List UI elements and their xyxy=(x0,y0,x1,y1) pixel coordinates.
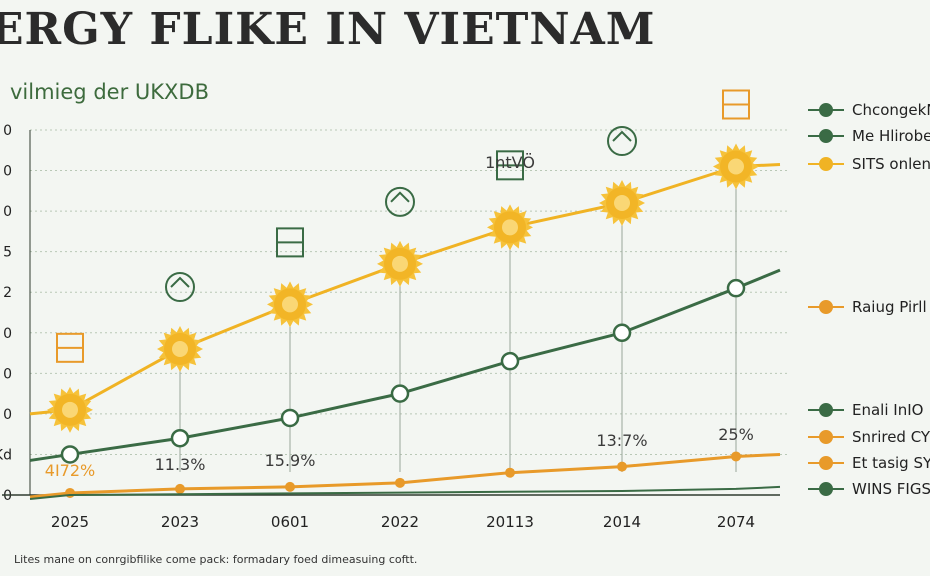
sun-marker xyxy=(157,326,203,372)
x-tick-label: 0601 xyxy=(271,513,309,531)
icon-roof xyxy=(390,191,410,203)
sun-marker xyxy=(713,143,759,190)
sun-highlight xyxy=(502,219,518,236)
x-tick-label: 20113 xyxy=(486,513,534,531)
y-tick-label: Kd xyxy=(0,447,12,463)
y-tick-label: 0 xyxy=(3,204,12,220)
y-tick-label: 0 xyxy=(3,123,12,139)
data-label: 11.3% xyxy=(155,455,206,474)
icon-ring xyxy=(607,126,637,156)
sun-highlight xyxy=(172,341,188,357)
icon-roof xyxy=(170,276,190,288)
data-label: 25% xyxy=(718,425,754,444)
sun-highlight xyxy=(728,158,744,175)
point-marker xyxy=(617,461,627,472)
x-tick-label: 2025 xyxy=(51,513,89,531)
point-marker xyxy=(395,477,405,488)
point-marker xyxy=(390,384,410,403)
sun-marker xyxy=(599,180,645,226)
series-group xyxy=(29,143,781,500)
point-marker xyxy=(731,451,741,462)
y-tick-label: 0 xyxy=(3,488,12,504)
point-marker xyxy=(285,481,295,492)
chart-title: ERGY FLIKE IN VIETNAM xyxy=(0,4,656,55)
icon-ring xyxy=(165,272,195,302)
sun-marker xyxy=(47,386,93,433)
data-label: 15.9% xyxy=(265,451,316,470)
x-tick-label: 2014 xyxy=(603,513,641,531)
y-tick-label: 2 xyxy=(3,285,12,301)
series-line xyxy=(29,485,781,500)
point-marker xyxy=(726,278,746,298)
category-icon xyxy=(276,227,304,258)
axes: 0 Kd 0 0 0 2 5 0 0 0 2025 2023 0601 2022 20113 2014 2074 xyxy=(0,123,780,531)
category-icon xyxy=(496,150,524,181)
category-icon xyxy=(607,126,637,156)
y-tick-label: 0 xyxy=(3,407,12,423)
sun-highlight xyxy=(282,296,298,313)
x-tick-label: 2023 xyxy=(161,513,199,531)
y-tick-label: 0 xyxy=(3,366,12,382)
y-tick-label: 0 xyxy=(3,164,12,180)
sun-highlight xyxy=(614,195,630,211)
point-marker xyxy=(170,428,190,448)
data-label: 4I72% xyxy=(45,461,95,480)
icon-ring xyxy=(385,186,415,217)
y-tick-label: 0 xyxy=(3,326,12,342)
sun-marker xyxy=(377,240,423,287)
point-marker xyxy=(280,408,300,428)
category-icon xyxy=(385,186,415,217)
category-icon xyxy=(165,272,195,302)
grid-lines xyxy=(30,129,790,472)
data-label: 13:7% xyxy=(596,431,647,450)
footnote: Lites mane on conrgibfilike come pack: f… xyxy=(14,553,418,566)
y-tick-label: 5 xyxy=(3,245,12,261)
icon-roof xyxy=(612,130,632,142)
series-line xyxy=(29,163,781,416)
point-marker xyxy=(65,487,75,498)
category-icon xyxy=(56,332,84,363)
point-marker xyxy=(612,323,632,343)
x-tick-label: 2022 xyxy=(381,513,419,531)
point-marker xyxy=(505,467,515,478)
category-icon xyxy=(722,89,750,120)
annotation-label: 1ntVÖ xyxy=(485,153,535,172)
point-marker xyxy=(60,445,80,464)
series-line xyxy=(29,268,781,462)
sun-highlight xyxy=(62,401,78,418)
sun-highlight xyxy=(392,255,408,272)
data-labels: 4I72% 11.3% 15.9% 13:7% 25% 1ntVÖ xyxy=(45,153,754,480)
sun-marker xyxy=(487,204,533,251)
sun-marker xyxy=(267,281,313,328)
point-marker xyxy=(175,483,185,494)
point-marker xyxy=(500,351,520,371)
x-tick-label: 2074 xyxy=(717,513,755,531)
category-icons xyxy=(56,89,750,363)
chart-subtitle: vilmieg der UKXDB xyxy=(10,80,209,104)
